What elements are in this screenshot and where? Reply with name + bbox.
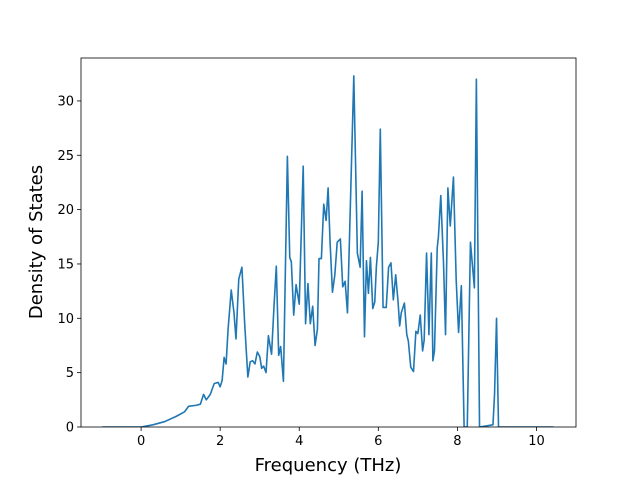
x-tick-label: 10 [528,434,545,449]
y-tick-label: 0 [66,421,74,436]
y-tick-label: 25 [57,149,74,164]
x-tick-label: 4 [295,434,303,449]
y-tick-label: 30 [57,94,74,109]
dos-line [102,75,554,427]
y-tick-label: 10 [57,312,74,327]
x-axis-label: Frequency (THz) [255,455,402,476]
x-tick-label: 6 [374,434,382,449]
plot-frame [80,57,577,428]
x-tick-label: 8 [453,434,461,449]
y-axis-label: Density of States [26,165,47,319]
y-tick-label: 20 [57,203,74,218]
y-tick-label: 15 [57,257,74,272]
x-tick-label: 2 [216,434,224,449]
y-tick-label: 5 [66,366,74,381]
x-tick-label: 0 [137,434,145,449]
